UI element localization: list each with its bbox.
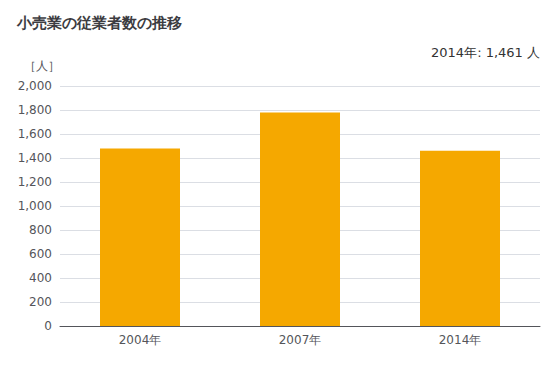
svg-text:400: 400: [29, 271, 52, 285]
svg-text:2014年: 1,461 人: 2014年: 1,461 人: [431, 45, 540, 60]
svg-text:2014年: 2014年: [439, 333, 482, 347]
svg-text:1,600: 1,600: [18, 127, 52, 141]
svg-text:小売業の従業者数の推移: 小売業の従業者数の推移: [16, 14, 182, 32]
svg-text:1,800: 1,800: [18, 103, 52, 117]
svg-text:200: 200: [29, 295, 52, 309]
svg-text:1,400: 1,400: [18, 151, 52, 165]
svg-text:0: 0: [44, 319, 52, 333]
svg-text:2004年: 2004年: [119, 333, 162, 347]
svg-text:600: 600: [29, 247, 52, 261]
svg-text:2,000: 2,000: [18, 79, 52, 93]
svg-text:1,200: 1,200: [18, 175, 52, 189]
svg-text:2007年: 2007年: [279, 333, 322, 347]
svg-text:［人］: ［人］: [24, 59, 60, 73]
svg-text:1,000: 1,000: [18, 199, 52, 213]
svg-text:800: 800: [29, 223, 52, 237]
